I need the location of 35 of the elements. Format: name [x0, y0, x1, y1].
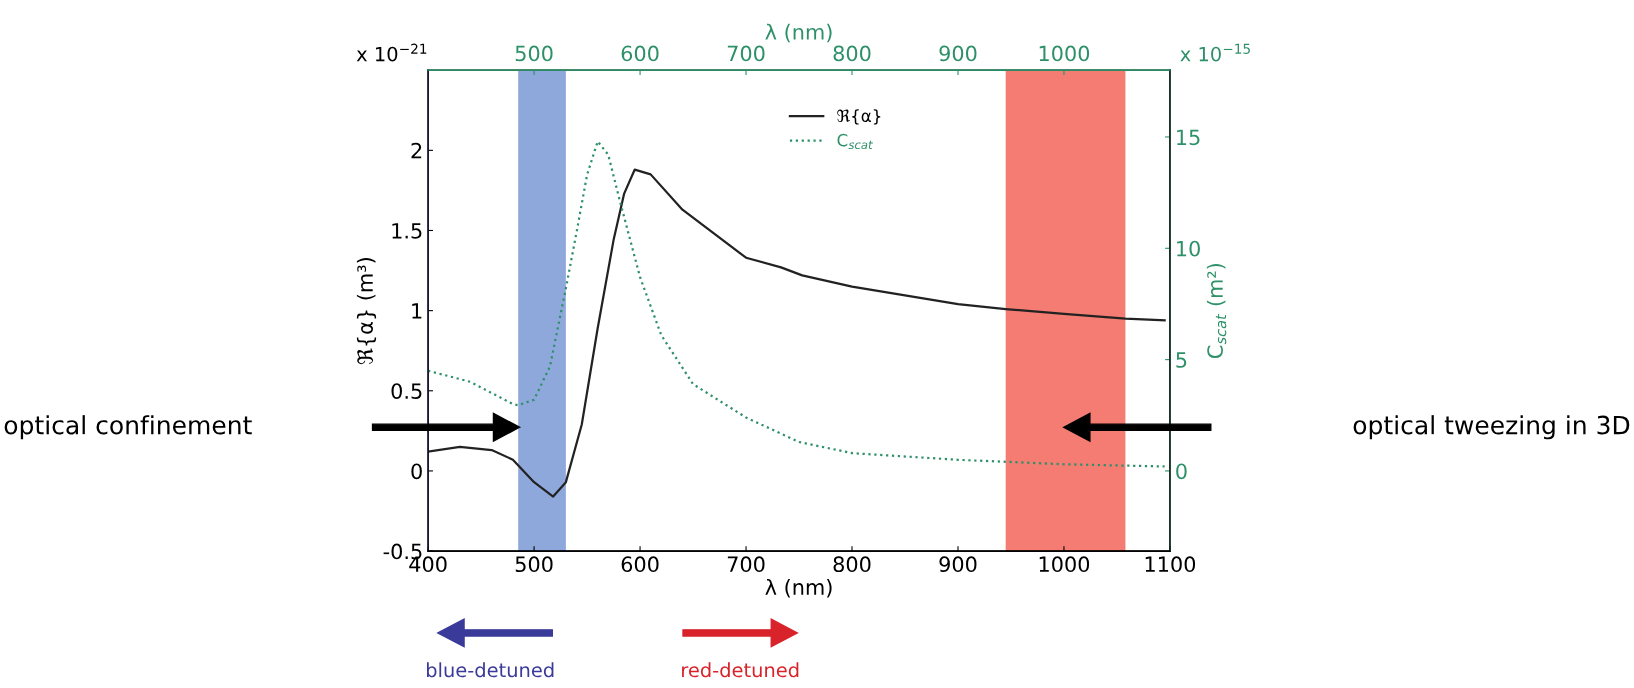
x-tick-label: 500 [515, 556, 553, 573]
y-tick-label: 0.5 [391, 383, 422, 399]
text: blue-detuned [427, 662, 554, 678]
x2-tick-label: 700 [727, 45, 765, 62]
text: x 10$^{−15}$ [1180, 43, 1250, 62]
y-tick-label: 1 [412, 303, 422, 319]
x2-tick-label: 600 [621, 45, 659, 62]
text: x 10$^{−21}$ [356, 43, 427, 62]
text: optical tweezing in 3D [1353, 415, 1630, 440]
x2-axis-title: λ (nm) [765, 23, 832, 43]
y2-tick-label: 10 [1177, 240, 1200, 257]
x-tick-label: 800 [833, 556, 871, 573]
text: red-detuned [682, 662, 799, 678]
x-tick-label: 600 [621, 556, 659, 573]
text: optical confinement [4, 415, 252, 440]
x2-tick-label: 900 [939, 45, 977, 62]
x2-tick-label: 800 [833, 45, 871, 62]
x-tick-label: 700 [727, 556, 765, 573]
y2-tick-label: 15 [1177, 129, 1200, 146]
x2-tick-label: 1000 [1039, 45, 1090, 62]
y2-tick-label: 5 [1176, 352, 1187, 368]
x-tick-label: 900 [939, 556, 977, 573]
legend-label: ℜ{α} [837, 109, 881, 125]
y-axis-title: ℜ{α} (m³) [356, 258, 377, 365]
line-series [428, 168, 1166, 498]
y-tick-label: 1.5 [392, 223, 422, 239]
x-tick-label: 1100 [1145, 556, 1196, 573]
y-tick-label: 2 [411, 142, 422, 159]
x-tick-label: 1000 [1039, 556, 1090, 573]
y2-tick-label: 0 [1176, 463, 1187, 480]
legend-label: C$_{scat}$ [837, 133, 873, 150]
y2-axis-title: C$_{scat}$ (m²) [1206, 263, 1227, 359]
x2-tick-label: 500 [515, 45, 553, 62]
x-axis-title: λ (nm) [765, 578, 832, 598]
y-tick-label: 0 [411, 463, 422, 480]
